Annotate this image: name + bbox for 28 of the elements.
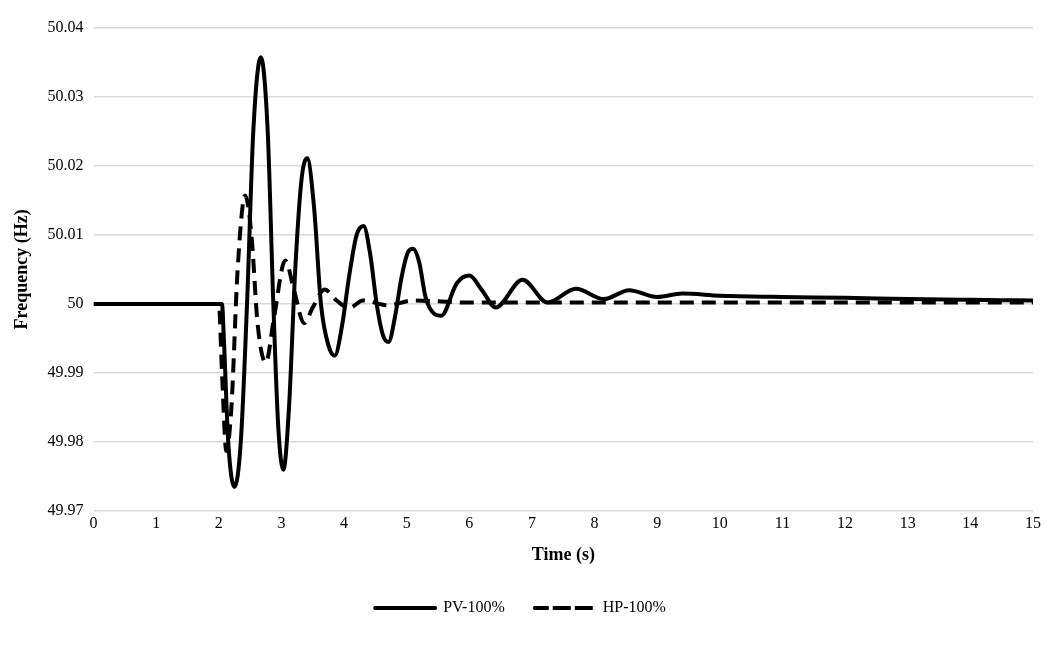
y-tick-label: 49.99 xyxy=(47,363,84,381)
x-tick-label: 8 xyxy=(590,514,599,531)
x-tick-label: 14 xyxy=(962,514,979,531)
x-tick-label: 2 xyxy=(214,514,223,531)
x-tick-label: 7 xyxy=(527,514,536,531)
y-tick-label: 50.02 xyxy=(47,155,84,173)
x-tick-label: 5 xyxy=(402,514,411,531)
x-tick-label: 4 xyxy=(340,514,349,531)
y-tick-label: 50 xyxy=(67,294,84,312)
y-tick-label: 50.04 xyxy=(47,17,84,35)
x-tick-label: 10 xyxy=(711,514,728,531)
x-tick-label: 6 xyxy=(465,514,474,531)
x-tick-label: 15 xyxy=(1025,514,1041,531)
x-tick-label: 9 xyxy=(653,514,662,531)
x-axis-title: Time (s) xyxy=(531,543,595,565)
legend-label: HP-100% xyxy=(602,598,666,616)
x-tick-label: 12 xyxy=(837,514,854,531)
y-tick-label: 49.98 xyxy=(47,432,84,450)
x-tick-label: 0 xyxy=(89,514,98,531)
legend-label: PV-100% xyxy=(443,598,505,616)
x-tick-label: 1 xyxy=(152,514,161,531)
y-axis-title: Frequency (Hz) xyxy=(11,209,33,330)
x-tick-label: 13 xyxy=(899,514,916,531)
y-tick-label: 50.01 xyxy=(47,225,84,243)
y-tick-label: 49.97 xyxy=(47,501,84,519)
x-tick-label: 11 xyxy=(774,514,791,531)
x-tick-label: 3 xyxy=(277,514,286,531)
y-tick-label: 50.03 xyxy=(47,86,84,104)
